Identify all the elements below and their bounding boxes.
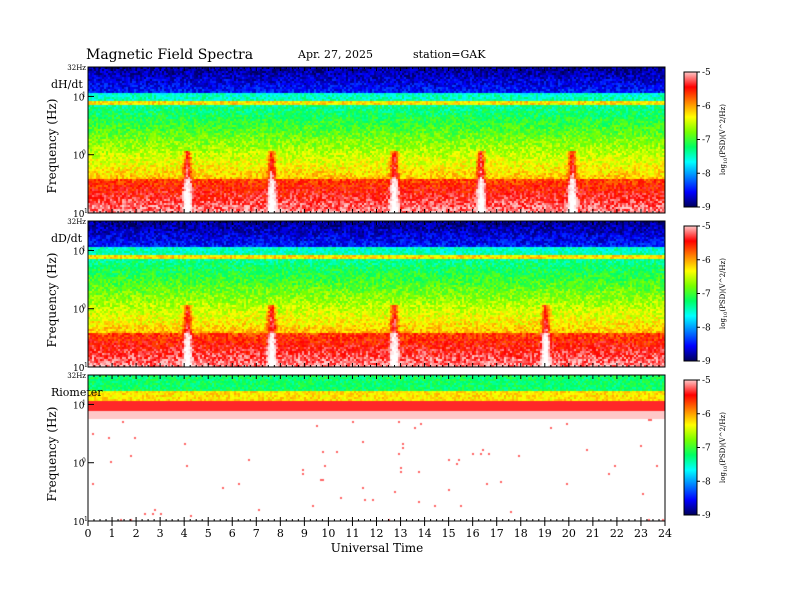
colorbar-tick-label: -8 bbox=[702, 477, 711, 487]
figure-title: Magnetic Field Spectra bbox=[86, 47, 253, 63]
colorbar-tick-label: -7 bbox=[702, 136, 711, 146]
y-tick-exponent: 0 bbox=[82, 458, 86, 465]
colorbar bbox=[683, 379, 698, 516]
y-tick-label: 10 bbox=[73, 306, 85, 316]
panel-label: dD/dt bbox=[51, 232, 83, 245]
colorbar-tick-label: -5 bbox=[702, 376, 711, 386]
x-tick-label: 22 bbox=[610, 527, 624, 540]
x-tick-label: 11 bbox=[345, 527, 359, 540]
x-tick-label: 2 bbox=[133, 527, 140, 540]
x-tick-label: 1 bbox=[109, 527, 116, 540]
colorbar-label-main: log bbox=[719, 163, 727, 174]
x-tick-label: 19 bbox=[538, 527, 552, 540]
spectrogram-image bbox=[88, 375, 665, 521]
y-tick-label: 10 bbox=[73, 93, 85, 103]
y-tick-label-top: 32Hz bbox=[67, 218, 86, 226]
x-tick-label: 4 bbox=[181, 527, 188, 540]
y-tick-exponent: 0 bbox=[82, 304, 86, 311]
y-tick-label: 10 bbox=[73, 364, 85, 374]
colorbar-tick-label: -9 bbox=[702, 511, 711, 521]
y-axis-label: Frequency (Hz) bbox=[45, 99, 59, 194]
colorbar-label-sub: 10 bbox=[723, 466, 729, 472]
colorbar-tick-label: -6 bbox=[702, 102, 711, 112]
colorbar-tick-label: -6 bbox=[702, 256, 711, 266]
y-tick-label: 10 bbox=[73, 152, 85, 162]
colorbar-tick-label: -8 bbox=[702, 323, 711, 333]
x-tick-label: 21 bbox=[586, 527, 600, 540]
y-tick-exponent: 0 bbox=[82, 150, 86, 157]
x-tick-label: 23 bbox=[634, 527, 648, 540]
colorbar-label-sub: 10 bbox=[723, 312, 729, 318]
y-tick-label: 10 bbox=[73, 401, 85, 411]
x-tick-label: 15 bbox=[442, 527, 456, 540]
time-axis: 0 1 2 3 4 5 6 7 8 9 10 11 12 13 14 15 16 17 18 19 20 21 22 23 24 bbox=[85, 521, 672, 540]
colorbar bbox=[683, 225, 698, 362]
colorbar-tick-label: -5 bbox=[702, 68, 711, 78]
x-tick-label: 18 bbox=[514, 527, 528, 540]
colorbar-label-rest: (PSD)(V^2/Hz) bbox=[719, 258, 727, 312]
colorbar-tick-label: -7 bbox=[702, 444, 711, 454]
figure-date: Apr. 27, 2025 bbox=[297, 48, 373, 61]
colorbar-label: log10(PSD)(V^2/Hz) bbox=[719, 258, 729, 329]
y-tick-exponent: -1 bbox=[82, 516, 88, 523]
colorbar bbox=[683, 71, 698, 208]
colorbar-label-rest: (PSD)(V^2/Hz) bbox=[719, 104, 727, 158]
x-tick-label: 3 bbox=[157, 527, 164, 540]
y-tick-exponent: 1 bbox=[82, 399, 86, 406]
colorbar-tick-label: -5 bbox=[702, 222, 711, 232]
x-tick-label: 8 bbox=[277, 527, 284, 540]
y-tick-exponent: -1 bbox=[82, 362, 88, 369]
x-tick-label: 20 bbox=[562, 527, 576, 540]
x-tick-label: 13 bbox=[394, 527, 408, 540]
y-tick-label: 10 bbox=[73, 518, 85, 528]
panel-label: Riometer bbox=[51, 386, 103, 399]
x-tick-label: 12 bbox=[370, 527, 384, 540]
x-tick-label: 6 bbox=[229, 527, 236, 540]
x-tick-label: 10 bbox=[321, 527, 335, 540]
colorbar-label-main: log bbox=[719, 471, 727, 482]
spectrogram-image bbox=[88, 67, 665, 213]
x-axis-label: Universal Time bbox=[331, 541, 424, 555]
x-tick-label: 14 bbox=[418, 527, 432, 540]
colorbar-tick-label: -9 bbox=[702, 203, 711, 213]
colorbar-label: log10(PSD)(V^2/Hz) bbox=[719, 104, 729, 175]
colorbar-label-sub: 10 bbox=[723, 158, 729, 164]
colorbar-tick-label: -6 bbox=[702, 410, 711, 420]
x-tick-label: 9 bbox=[301, 527, 308, 540]
y-tick-exponent: 1 bbox=[82, 245, 86, 252]
y-tick-label-top: 32Hz bbox=[67, 64, 86, 72]
x-tick-label: 17 bbox=[490, 527, 504, 540]
x-tick-label: 7 bbox=[253, 527, 260, 540]
colorbar-label-main: log bbox=[719, 317, 727, 328]
y-tick-exponent: 1 bbox=[82, 91, 86, 98]
colorbar-tick-label: -9 bbox=[702, 357, 711, 367]
x-tick-label: 0 bbox=[85, 527, 92, 540]
y-tick-label: 10 bbox=[73, 460, 85, 470]
y-axis-label: Frequency (Hz) bbox=[45, 407, 59, 502]
colorbar-tick-label: -8 bbox=[702, 169, 711, 179]
panel-label: dH/dt bbox=[51, 78, 83, 91]
colorbar-label: log10(PSD)(V^2/Hz) bbox=[719, 412, 729, 483]
x-tick-label: 5 bbox=[205, 527, 212, 540]
y-tick-exponent: -1 bbox=[82, 208, 88, 215]
y-tick-label-top: 32Hz bbox=[67, 372, 86, 380]
figure-station: station=GAK bbox=[413, 48, 486, 61]
y-tick-label: 10 bbox=[73, 247, 85, 257]
colorbar-label-rest: (PSD)(V^2/Hz) bbox=[719, 412, 727, 466]
y-tick-label: 10 bbox=[73, 210, 85, 220]
x-tick-label: 24 bbox=[658, 527, 672, 540]
spectrogram-image bbox=[88, 221, 665, 367]
colorbar-tick-label: -7 bbox=[702, 290, 711, 300]
y-axis-label: Frequency (Hz) bbox=[45, 253, 59, 348]
x-tick-label: 16 bbox=[466, 527, 480, 540]
